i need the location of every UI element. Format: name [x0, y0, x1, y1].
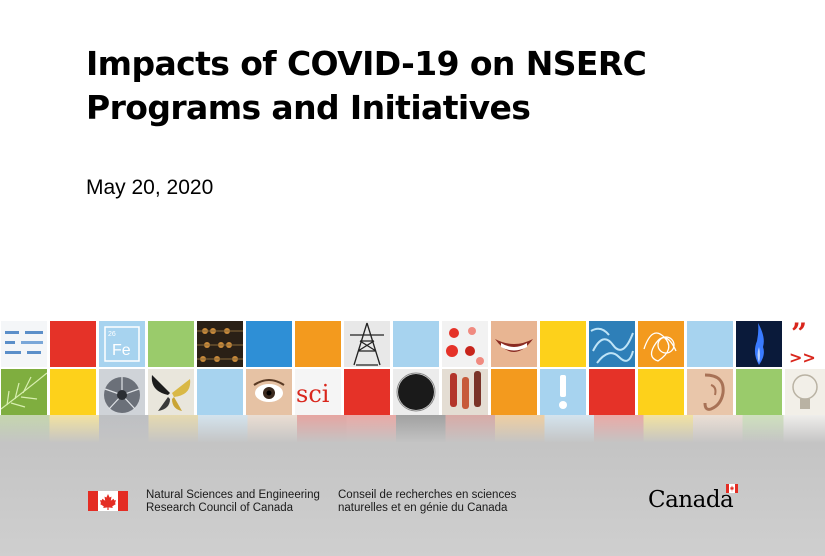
element-number: 26 [108, 331, 116, 338]
tile-turbine [99, 369, 145, 415]
tile-yellow-3 [638, 369, 684, 415]
org-name-english: Natural Sciences and Engineering Researc… [146, 489, 320, 515]
org-en-line-1: Natural Sciences and Engineering [146, 489, 320, 501]
tile-microbes [589, 321, 635, 367]
tile-butterfly [148, 369, 194, 415]
tile-sci: sci [295, 369, 341, 415]
butterfly-icon [151, 375, 191, 411]
org-name-french: Conseil de recherches en sciences nature… [338, 489, 516, 515]
light-bulb-icon [792, 374, 818, 409]
sci-text: sci [296, 380, 330, 408]
tile-light-bulb [785, 369, 825, 415]
tile-smile [491, 321, 537, 367]
tile-green [148, 321, 194, 367]
test-tube-icon [450, 371, 481, 409]
scribble-icon [643, 332, 677, 362]
org-fr-line-1: Conseil de recherches en sciences [338, 489, 517, 501]
tile-yellow [540, 321, 586, 367]
science-mosaic: 26 Fe [0, 321, 825, 415]
sci-logo: sci [296, 380, 330, 408]
title-line-2: Programs and Initiatives [86, 88, 531, 127]
tile-abacus [197, 321, 243, 367]
tile-yellow-2 [50, 369, 96, 415]
tile-orange [295, 321, 341, 367]
microbe-icon [590, 327, 634, 364]
iron-element-icon: 26 Fe [104, 326, 140, 362]
canada-wordmark: Canada [648, 487, 734, 513]
footer: Natural Sciences and Engineering Researc… [0, 443, 825, 556]
tile-ear [687, 369, 733, 415]
title-line-1: Impacts of COVID-19 on NSERC [86, 44, 647, 83]
smile-icon [495, 339, 533, 352]
tile-flame [736, 321, 782, 367]
wordmark-flag-icon [726, 484, 738, 493]
element-symbol: Fe [112, 342, 131, 359]
tile-test-tubes [442, 369, 488, 415]
svg-text:”: ” [791, 321, 807, 350]
mosaic-reflection [0, 415, 825, 443]
tile-exclamation [540, 369, 586, 415]
svg-text:>>: >> [789, 348, 816, 367]
tile-red-2 [344, 369, 390, 415]
slide-title: Impacts of COVID-19 on NSERC Programs an… [86, 42, 766, 130]
tile-blue [246, 321, 292, 367]
tile-green-2 [736, 369, 782, 415]
ear-icon [703, 373, 725, 411]
tile-light-blue-2 [687, 321, 733, 367]
tile-pipettes [1, 321, 47, 367]
tile-petri-dishes [442, 321, 488, 367]
flame-icon [754, 323, 764, 365]
tile-iron-element: 26 Fe [99, 321, 145, 367]
petri-dish-icon [446, 327, 484, 365]
turbine-icon [104, 377, 140, 413]
tile-red [50, 321, 96, 367]
tile-scribble [638, 321, 684, 367]
tile-black-hole [393, 369, 439, 415]
power-tower-icon [350, 322, 384, 366]
leaf-icon [1, 372, 47, 410]
tile-orange-2 [491, 369, 537, 415]
tile-light-blue [393, 321, 439, 367]
tile-leaf [1, 369, 47, 415]
canada-flag-icon [88, 491, 128, 511]
black-hole-icon [396, 372, 436, 412]
abacus-icon [197, 328, 243, 362]
quote-icon: ” >> [789, 321, 816, 367]
eye-icon [253, 379, 285, 402]
slide-date: May 20, 2020 [86, 176, 214, 199]
tile-power-tower [344, 321, 390, 367]
tile-red-3 [589, 369, 635, 415]
org-en-line-2: Research Council of Canada [146, 502, 294, 514]
tile-light-blue-3 [197, 369, 243, 415]
tile-quotes: ” >> [785, 321, 825, 367]
exclamation-icon [559, 375, 567, 409]
org-fr-line-2: naturelles et en génie du Canada [338, 502, 508, 514]
pipettes-icon [5, 331, 43, 354]
tile-eye [246, 369, 292, 415]
